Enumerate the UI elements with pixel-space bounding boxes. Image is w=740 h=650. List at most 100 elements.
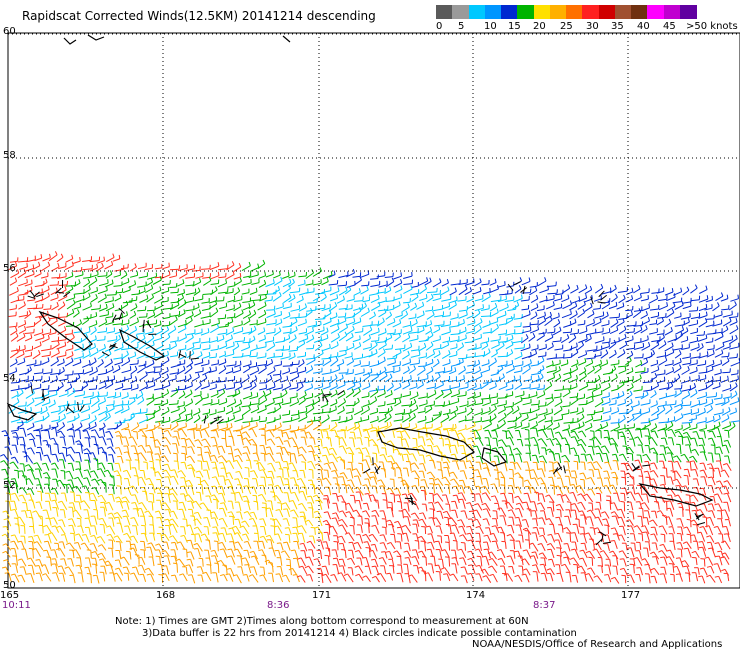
wind-barb-flag [542, 365, 545, 370]
wind-barb [275, 340, 285, 344]
wind-barb [145, 344, 155, 350]
wind-barb [546, 377, 555, 382]
wind-barb [568, 337, 577, 344]
wind-barb-flag [668, 318, 672, 323]
wind-barb-flag [77, 309, 80, 314]
wind-barb-flag [272, 341, 276, 346]
wind-barb [73, 306, 81, 310]
wind-barb [233, 266, 242, 272]
wind-barb [549, 438, 555, 447]
wind-barb-flag [97, 391, 100, 396]
wind-barb [105, 369, 114, 374]
wind-barb [481, 283, 489, 286]
wind-barb-flag [269, 389, 272, 394]
wind-barb [296, 381, 306, 384]
wind-barb-flag [575, 396, 579, 401]
wind-barb-flag [385, 371, 388, 377]
wind-barb [713, 397, 722, 400]
wind-barb-flag [64, 326, 67, 331]
wind-barb [418, 356, 427, 359]
wind-barb [545, 298, 555, 302]
wind-barb [89, 360, 97, 367]
wind-barb [232, 392, 241, 398]
wind-barb-flag [91, 429, 96, 432]
wind-barb-flag [224, 478, 229, 481]
wind-barb [288, 349, 298, 352]
wind-barb-flag [105, 430, 110, 433]
wind-barb [399, 467, 403, 477]
wind-barb-flag [104, 293, 107, 298]
wind-barb-flag [313, 356, 316, 361]
wind-barb [191, 485, 195, 496]
wind-barb [414, 462, 420, 470]
wind-barb [97, 459, 99, 469]
wind-barb-flag [337, 333, 340, 338]
wind-barb [717, 427, 722, 438]
wind-barb-flag [57, 280, 59, 285]
wind-barb [547, 292, 558, 295]
wind-barb [204, 438, 211, 448]
wind-barb-flag [505, 382, 508, 387]
wind-barb-flag [25, 478, 30, 481]
wind-barb [128, 415, 135, 422]
wind-barb [186, 427, 197, 431]
wind-barb [266, 420, 276, 424]
wind-barb [634, 346, 644, 350]
wind-barb [120, 486, 122, 495]
wind-barb-flag [494, 302, 498, 307]
wind-barb [504, 319, 513, 325]
wind-barb [288, 337, 297, 344]
wind-barb [513, 298, 523, 303]
wind-barb [403, 479, 410, 488]
wind-barb [570, 399, 579, 406]
wind-barb [225, 291, 234, 295]
wind-barb-flag [293, 294, 296, 299]
wind-barb [648, 436, 651, 445]
wind-barb-flag [665, 423, 668, 428]
wind-barb [105, 452, 108, 462]
wind-barb-flag [252, 301, 256, 306]
wind-barb [465, 330, 475, 334]
wind-barb-flag [307, 460, 312, 463]
wind-barb-flag [394, 358, 396, 363]
wind-barb [674, 334, 683, 342]
wind-barb-flag [488, 348, 491, 353]
wind-barb [40, 314, 49, 319]
wind-barb [30, 447, 35, 455]
wind-barb [385, 308, 394, 312]
wind-barb-flag [591, 391, 594, 397]
wind-barb [66, 409, 76, 415]
wind-barb [25, 452, 28, 463]
wind-barb-flag [600, 445, 605, 448]
wind-barb [89, 370, 98, 376]
wind-barb [249, 370, 259, 376]
wind-barb-flag [681, 326, 685, 331]
wind-barb-flag [510, 316, 514, 321]
wind-barb [57, 276, 67, 279]
wind-barb-flag [693, 383, 697, 388]
wind-barb-flag [451, 429, 456, 432]
wind-barb-flag [544, 311, 546, 316]
wind-map[interactable] [0, 0, 740, 610]
wind-barb [350, 479, 355, 488]
wind-barb-flag [269, 374, 273, 379]
wind-barb [432, 478, 436, 486]
wind-barb [101, 447, 106, 455]
wind-barb-flag [569, 300, 572, 305]
wind-barb [113, 395, 121, 399]
wind-barb [375, 453, 378, 463]
wind-barb [242, 341, 250, 344]
wind-barb [369, 363, 379, 368]
wind-barb [16, 423, 24, 429]
wind-barb [591, 446, 595, 456]
wind-barb-flag [289, 382, 292, 387]
wind-barb-flag [393, 448, 398, 451]
wind-barb [337, 320, 347, 326]
wind-barb-flag [334, 301, 338, 307]
wind-barb [542, 428, 548, 438]
wind-barb [497, 355, 508, 358]
wind-barb [130, 379, 137, 384]
wind-barb [65, 297, 75, 302]
wind-barb [56, 385, 64, 391]
wind-barb [497, 364, 508, 368]
